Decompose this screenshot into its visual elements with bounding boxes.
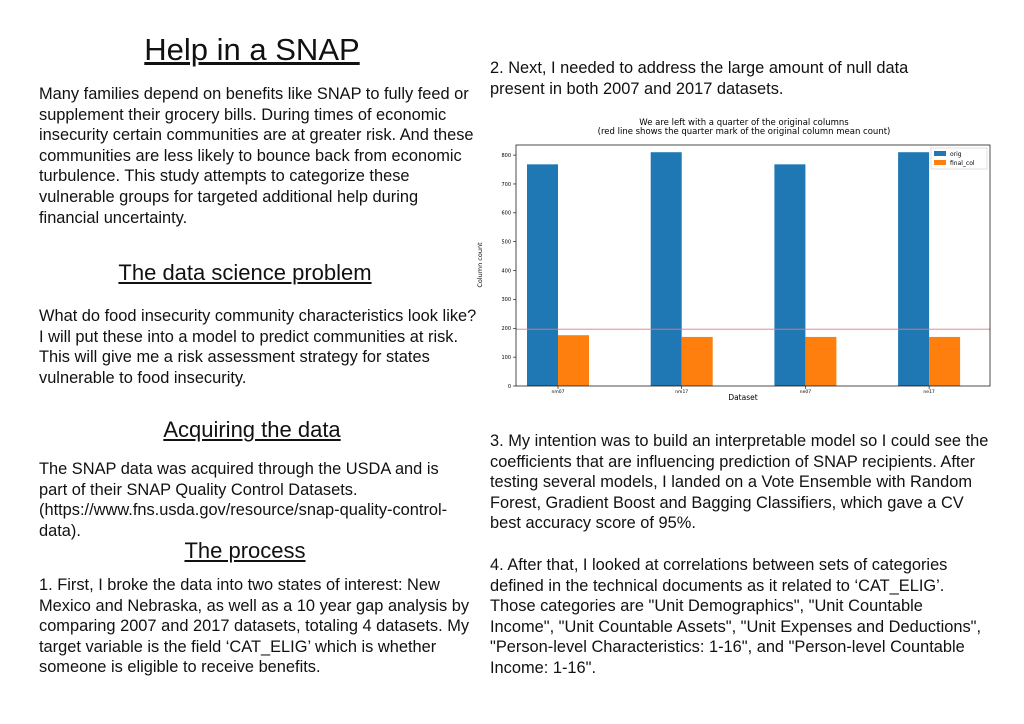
chart-title: We are left with a quarter of the origin… <box>639 118 849 128</box>
y-axis-label: Column count <box>476 242 484 288</box>
section-body: 1. First, I broke the data into two stat… <box>39 576 470 677</box>
x-axis-label: Dataset <box>728 393 757 402</box>
chart-subtitle: (red line shows the quarter mark of the … <box>598 127 891 137</box>
bar <box>774 164 806 386</box>
bar <box>558 335 589 386</box>
y-tick-label: 400 <box>501 268 511 274</box>
x-tick-label: nm07 <box>552 389 565 395</box>
legend-label: final_col <box>950 160 975 167</box>
legend-swatch <box>934 160 946 165</box>
y-tick-label: 800 <box>501 153 511 159</box>
plot-frame <box>515 144 991 387</box>
section-heading: The process <box>184 538 306 563</box>
y-tick-label: 700 <box>501 182 511 188</box>
intro: Many families depend on benefits like SN… <box>39 85 474 227</box>
y-tick-label: 0 <box>508 384 511 390</box>
y-tick-label: 200 <box>501 326 511 332</box>
y-tick-label: 100 <box>501 355 511 361</box>
page-title: Help in a SNAP <box>144 32 360 67</box>
bar <box>805 336 837 386</box>
step-text: 3. My intention was to build an interpre… <box>490 432 989 533</box>
x-tick-label: nm17 <box>675 389 688 395</box>
legend-label: orig <box>950 151 962 158</box>
x-tick-label: ne17 <box>923 389 934 395</box>
y-tick-label: 500 <box>501 239 511 245</box>
bar <box>929 336 961 386</box>
legend-box <box>930 147 988 170</box>
step-text: 4. After that, I looked at correlations … <box>490 556 982 677</box>
legend-swatch <box>934 151 946 156</box>
section-heading: Acquiring the data <box>163 417 341 442</box>
bar <box>650 152 682 386</box>
section-body: The SNAP data was acquired through the U… <box>39 460 448 540</box>
bar <box>527 164 558 386</box>
bar <box>898 152 930 386</box>
section-body: What do food insecurity community charac… <box>39 307 477 387</box>
y-tick-label: 300 <box>501 297 511 303</box>
section-heading: The data science problem <box>118 260 372 285</box>
bar <box>681 336 713 386</box>
y-tick-label: 600 <box>501 211 511 217</box>
step-text: 2. Next, I needed to address the large a… <box>490 59 909 98</box>
x-tick-label: ne07 <box>800 389 811 395</box>
